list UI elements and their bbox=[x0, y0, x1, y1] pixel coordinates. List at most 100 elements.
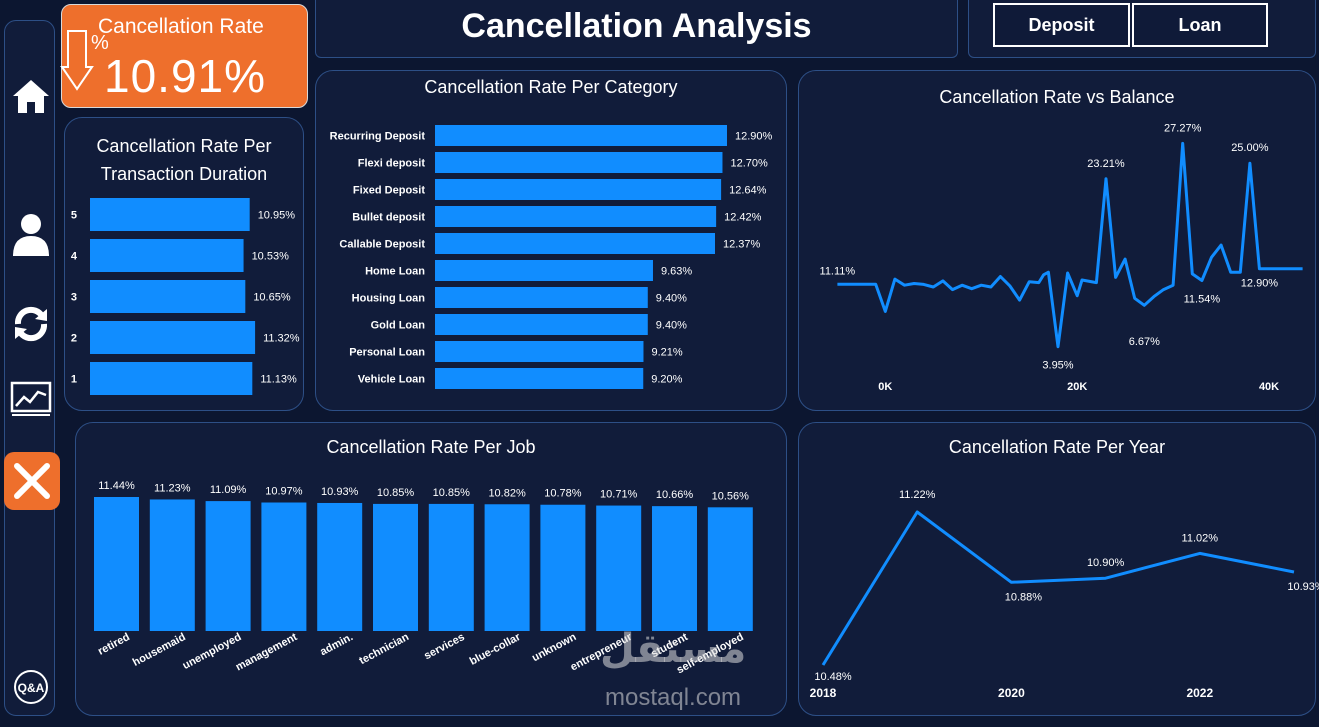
duration-value-label: 10.65% bbox=[253, 292, 291, 304]
category-bar[interactable] bbox=[435, 179, 722, 200]
duration-value-label: 11.32% bbox=[263, 333, 300, 345]
duration-value-label: 11.13% bbox=[260, 374, 297, 386]
balance-annotation: 27.27% bbox=[1164, 122, 1202, 134]
balance-series-line[interactable] bbox=[837, 141, 1303, 349]
job-category-label: retired bbox=[96, 631, 132, 658]
duration-bar[interactable] bbox=[90, 198, 250, 231]
balance-x-tick: 40K bbox=[1259, 381, 1279, 393]
duration-chart: 5 10.95% 4 10.53% 3 10.65% 2 11.32% 1 11.13% bbox=[71, 198, 300, 395]
job-category-label: housemaid bbox=[131, 631, 188, 669]
qa-icon: Q&A bbox=[13, 670, 48, 704]
balance-x-tick: 0K bbox=[878, 381, 892, 393]
balance-annotation: 12.90% bbox=[1241, 278, 1279, 290]
category-panel: Cancellation Rate Per Category Recurring… bbox=[315, 70, 787, 411]
job-category-label: unknown bbox=[530, 631, 579, 664]
job-bar[interactable] bbox=[707, 507, 753, 631]
job-bar[interactable] bbox=[540, 504, 586, 631]
duration-value-label: 10.53% bbox=[252, 251, 290, 263]
job-value-label: 10.56% bbox=[712, 490, 750, 502]
kpi-value: 10.91% bbox=[104, 50, 267, 102]
job-bar[interactable] bbox=[94, 497, 139, 631]
svg-text:%: % bbox=[91, 32, 109, 54]
category-value-label: 12.42% bbox=[724, 212, 762, 224]
category-bar[interactable] bbox=[435, 206, 717, 227]
header: Cancellation Analysis bbox=[315, 0, 958, 58]
category-label: Personal Loan bbox=[349, 347, 425, 359]
duration-bar[interactable] bbox=[90, 239, 244, 272]
balance-annotation: 11.11% bbox=[820, 265, 856, 277]
nav-qa[interactable]: Q&A bbox=[5, 664, 56, 710]
nav-trend[interactable] bbox=[5, 376, 56, 422]
duration-bar[interactable] bbox=[90, 280, 246, 313]
balance-annotation: 25.00% bbox=[1231, 142, 1269, 154]
category-chart-title: Cancellation Rate Per Category bbox=[424, 77, 678, 97]
nav-home[interactable] bbox=[5, 73, 56, 119]
job-bar[interactable] bbox=[428, 503, 474, 631]
category-label: Callable Deposit bbox=[339, 239, 425, 251]
balance-annotation: 3.95% bbox=[1042, 360, 1073, 372]
category-value-label: 9.21% bbox=[651, 347, 682, 359]
user-icon bbox=[12, 214, 49, 256]
category-bar[interactable] bbox=[435, 287, 648, 308]
category-bar[interactable] bbox=[435, 233, 716, 254]
job-value-label: 10.85% bbox=[377, 487, 415, 499]
deposit-loan-toggle: Deposit Loan bbox=[968, 0, 1316, 58]
job-bar[interactable] bbox=[652, 506, 697, 631]
category-value-label: 12.70% bbox=[730, 158, 768, 170]
nav-cancellation-active[interactable] bbox=[4, 452, 60, 510]
year-value-label: 10.93% bbox=[1287, 581, 1319, 593]
percent-down-arrow-icon: % bbox=[60, 30, 109, 91]
year-x-tick: 2018 bbox=[810, 686, 837, 700]
category-bar[interactable] bbox=[435, 314, 648, 335]
year-value-label: 11.22% bbox=[899, 489, 936, 501]
job-category-label: management bbox=[234, 631, 300, 674]
category-bar[interactable] bbox=[435, 341, 644, 362]
job-value-label: 10.85% bbox=[433, 487, 471, 499]
category-label: Flexi deposit bbox=[358, 158, 426, 170]
duration-bar[interactable] bbox=[90, 362, 253, 395]
year-series-line[interactable] bbox=[821, 510, 1295, 666]
job-bar[interactable] bbox=[596, 505, 642, 631]
category-value-label: 12.37% bbox=[723, 239, 761, 251]
page-title: Cancellation Analysis bbox=[461, 7, 812, 45]
duration-chart-title: Cancellation Rate Per Transaction Durati… bbox=[65, 132, 303, 188]
category-bar[interactable] bbox=[435, 152, 723, 173]
watermark-latin: mostaql.com bbox=[605, 684, 742, 711]
job-value-label: 10.82% bbox=[488, 487, 526, 499]
balance-x-tick: 20K bbox=[1067, 381, 1087, 393]
sidebar: Q&A bbox=[4, 20, 60, 716]
deposit-button[interactable]: Deposit bbox=[993, 3, 1130, 47]
duration-title-line-1: Cancellation Rate Per bbox=[96, 136, 272, 156]
category-value-label: 9.63% bbox=[661, 266, 692, 278]
year-x-tick: 2022 bbox=[1186, 686, 1213, 700]
category-label: Home Loan bbox=[365, 266, 425, 278]
duration-panel: Cancellation Rate Per Transaction Durati… bbox=[64, 117, 304, 411]
trend-chart-icon bbox=[10, 381, 51, 416]
category-value-label: 9.20% bbox=[651, 374, 682, 386]
duration-category-label: 1 bbox=[71, 374, 77, 386]
category-label: Vehicle Loan bbox=[358, 374, 426, 386]
duration-bar[interactable] bbox=[90, 321, 256, 354]
nav-refresh[interactable] bbox=[5, 301, 56, 347]
year-chart-title: Cancellation Rate Per Year bbox=[948, 437, 1166, 457]
job-bar[interactable] bbox=[205, 501, 251, 631]
job-bar[interactable] bbox=[484, 504, 530, 631]
loan-button[interactable]: Loan bbox=[1132, 3, 1268, 47]
category-label: Gold Loan bbox=[371, 320, 426, 332]
category-value-label: 9.40% bbox=[656, 320, 687, 332]
job-bar[interactable] bbox=[149, 499, 195, 631]
category-bar[interactable] bbox=[435, 368, 644, 389]
job-value-label: 11.23% bbox=[154, 482, 191, 494]
category-bar[interactable] bbox=[435, 260, 653, 281]
nav-profile[interactable] bbox=[5, 211, 56, 257]
job-bar[interactable] bbox=[373, 503, 418, 631]
balance-annotation: 23.21% bbox=[1087, 158, 1125, 170]
job-value-label: 11.09% bbox=[210, 484, 247, 496]
category-bar[interactable] bbox=[435, 125, 727, 146]
job-bar[interactable] bbox=[317, 502, 363, 631]
job-value-label: 10.66% bbox=[656, 489, 694, 501]
category-label: Housing Loan bbox=[352, 293, 426, 305]
category-value-label: 12.90% bbox=[735, 131, 773, 143]
job-bar[interactable] bbox=[261, 502, 307, 631]
year-chart: 10.48% 11.22% 10.88% 10.90% 11.02% 10.93% 2018… bbox=[810, 489, 1319, 700]
